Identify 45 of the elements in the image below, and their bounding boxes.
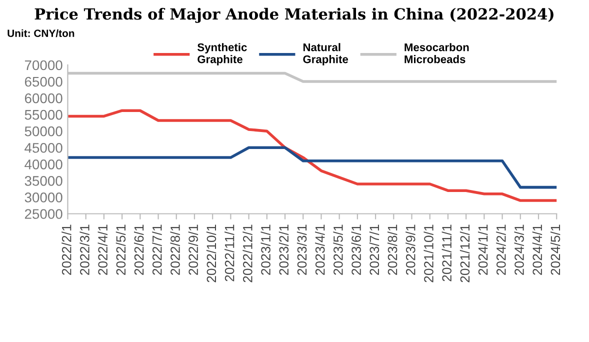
text: Unit: CNY/ton [8, 29, 74, 38]
x-tick-label: 2024/3/1 [514, 224, 524, 275]
x-tick-label: 2022/4/1 [98, 224, 108, 275]
x-tick-label: 2021/10/1 [424, 224, 434, 282]
x-tick-label: 2022/6/1 [134, 224, 144, 275]
x-tick-label: 2023/9/1 [406, 224, 416, 275]
x-tick-label: 2023/6/1 [351, 224, 361, 275]
x-tick-label: 2023/3/1 [296, 224, 307, 275]
x-tick-label: 2022/7/1 [152, 224, 162, 275]
x-tick-label: 2023/5/1 [333, 224, 343, 275]
x-tick-label: 2022/8/1 [170, 224, 180, 275]
x-tick-label: 2024/2/1 [496, 224, 506, 275]
x-tick-label: 2023/8/1 [388, 224, 398, 275]
x-tick-label: 2023/4/1 [315, 224, 325, 275]
x-tick-label: 2022/2/1 [62, 224, 72, 275]
chart-title: Price Trends of Major Anode Materials in China (2022-2024) [34, 8, 554, 23]
y-tick-label: 30000 [24, 192, 62, 202]
y-tick-label: 25000 [24, 209, 62, 219]
x-tick-label: 2024/4/1 [532, 224, 542, 275]
y-tick-label: 45000 [24, 142, 62, 153]
x-tick-label: 2024/5/1 [550, 224, 560, 275]
legend-label: Synthetic Graphite [197, 43, 247, 66]
x-tick-label: 2022/11/1 [224, 224, 234, 282]
x-tick-label: 2022/10/1 [206, 224, 216, 282]
x-tick-label: 2021/12/1 [460, 224, 470, 282]
y-tick-label: 65000 [24, 76, 62, 87]
y-tick-label: 40000 [24, 159, 62, 170]
legend-label: Natural Graphite [303, 43, 348, 66]
x-tick-label: 2023/7/1 [369, 224, 380, 275]
x-tick-label: 2022/12/1 [242, 224, 252, 282]
x-tick-label: 2024/1/1 [478, 224, 488, 275]
x-tick-label: 2022/9/1 [188, 224, 198, 275]
legend-label: Mesocarbon Microbeads [404, 43, 469, 64]
y-tick-label: 50000 [24, 126, 62, 136]
x-tick-label: 2023/2/1 [278, 224, 289, 275]
y-tick-label: 35000 [24, 176, 62, 186]
line-series [68, 146, 557, 189]
line-series [68, 109, 557, 202]
y-tick-label: 70000 [24, 60, 62, 70]
x-tick-label: 2022/5/1 [116, 224, 126, 275]
y-tick-label: 55000 [24, 110, 62, 120]
x-tick-label: 2021/11/1 [442, 224, 452, 282]
y-tick-label: 60000 [24, 93, 62, 104]
x-tick-label: 2022/3/1 [80, 224, 90, 275]
x-tick-label: 2023/1/1 [260, 224, 270, 275]
